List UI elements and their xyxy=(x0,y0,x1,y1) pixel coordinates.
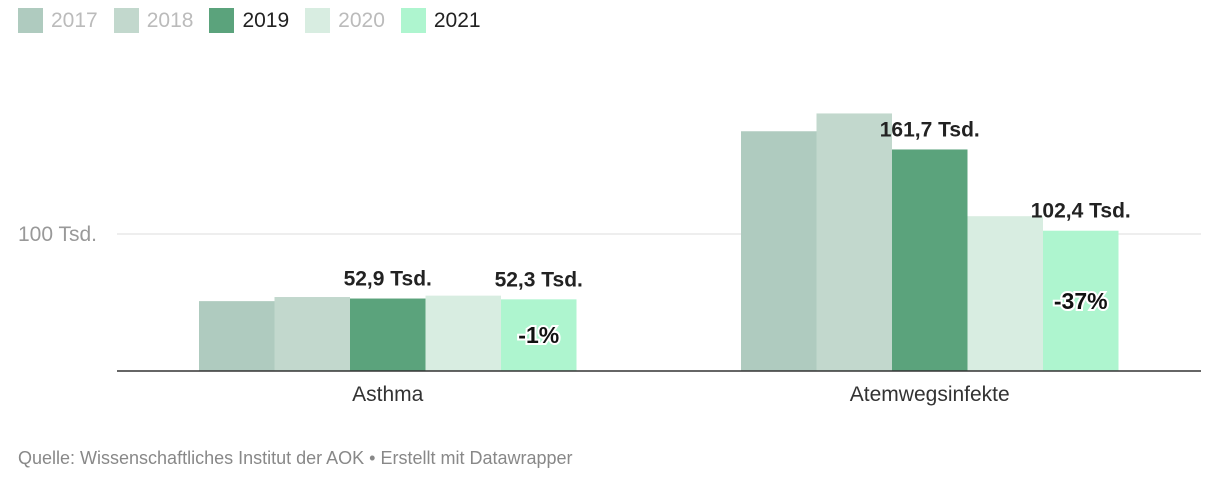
data-label: 102,4 Tsd. xyxy=(1031,200,1131,223)
legend-item-2020: 2020 xyxy=(305,8,385,33)
change-label: -1% xyxy=(518,322,559,348)
legend-label: 2018 xyxy=(146,9,194,32)
legend-label: 2020 xyxy=(338,9,385,32)
legend-swatch xyxy=(113,8,139,33)
bar-2018-atemwegsinfekte xyxy=(816,113,892,371)
legend-item-2018: 2018 xyxy=(113,8,194,33)
bar-2018-asthma xyxy=(274,297,350,371)
data-label: 161,7 Tsd. xyxy=(880,118,980,141)
legend-swatch xyxy=(400,8,426,33)
bar-2019-atemwegsinfekte xyxy=(892,149,968,371)
y-tick-label: 100 Tsd. xyxy=(18,223,97,246)
legend-item-2017: 2017 xyxy=(18,8,98,33)
bar-2019-asthma xyxy=(350,298,426,371)
source-caption: Quelle: Wissenschaftliches Institut der … xyxy=(18,448,573,468)
data-label: 52,9 Tsd. xyxy=(344,268,432,291)
bar-2020-asthma xyxy=(425,295,501,371)
x-tick-label: Atemwegsinfekte xyxy=(850,383,1010,406)
bar-2021-atemwegsinfekte xyxy=(1043,230,1119,371)
legend-item-2021: 2021 xyxy=(400,8,481,33)
legend-label: 2021 xyxy=(433,9,481,32)
data-label: 52,3 Tsd. xyxy=(495,268,583,291)
bar-2017-asthma xyxy=(199,301,275,371)
change-label: -37% xyxy=(1054,288,1108,314)
legend-swatch xyxy=(18,8,43,33)
legend-label: 2017 xyxy=(51,9,98,32)
legend-item-2019: 2019 xyxy=(209,8,289,33)
bar-2021-asthma xyxy=(501,299,577,371)
bar-2017-atemwegsinfekte xyxy=(741,131,817,371)
legend-label: 2019 xyxy=(242,9,290,32)
legend-swatch xyxy=(305,8,331,33)
x-tick-label: Asthma xyxy=(352,383,424,406)
bar-2020-atemwegsinfekte xyxy=(967,216,1043,371)
legend-swatch xyxy=(209,8,235,33)
grouped-bar-chart: 100 Tsd. Asthma Atemwegsinfekte 52,9 Tsd. 52… xyxy=(18,113,1201,406)
chart-legend: 2017 2018 2019 2020 2021 xyxy=(18,8,481,33)
